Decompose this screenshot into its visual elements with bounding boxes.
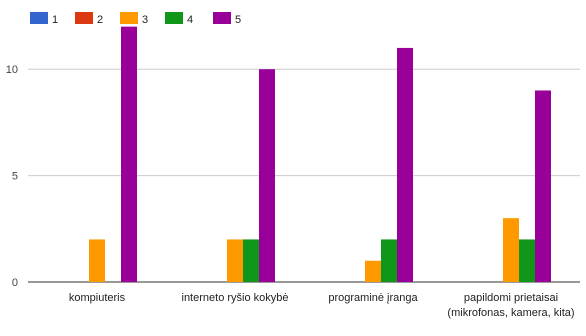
legend-swatch-4 <box>165 12 183 24</box>
y-axis: 0 5 10 <box>6 64 18 289</box>
x-category-label: interneto ryšio kokybė <box>182 292 289 304</box>
x-category-label: papildomi prietaisai <box>464 292 558 304</box>
legend-label-2: 2 <box>97 14 103 26</box>
y-tick-label: 0 <box>12 277 18 289</box>
x-category-label: kompiuteris <box>69 292 126 304</box>
bar-series-4-cat-2 <box>381 239 397 282</box>
x-category-label: programinė įranga <box>328 292 418 304</box>
bars <box>89 26 551 282</box>
legend: 1 2 3 4 5 <box>30 12 241 26</box>
x-category-label: (mikrofonas, kamera, kita) <box>447 307 574 319</box>
legend-label-3: 3 <box>142 14 148 26</box>
bar-series-4-cat-3 <box>519 239 535 282</box>
bar-series-5-cat-2 <box>397 47 413 282</box>
bar-series-4-cat-1 <box>243 239 259 282</box>
bar-series-3-cat-3 <box>503 218 519 282</box>
y-tick-label: 10 <box>6 64 18 76</box>
legend-label-5: 5 <box>235 14 241 26</box>
bar-series-3-cat-0 <box>89 239 105 282</box>
legend-swatch-3 <box>120 12 138 24</box>
gridlines <box>28 68 580 283</box>
bar-series-3-cat-1 <box>227 239 243 282</box>
legend-swatch-2 <box>75 12 93 24</box>
bar-series-5-cat-3 <box>535 90 551 282</box>
legend-swatch-1 <box>30 12 48 24</box>
legend-label-1: 1 <box>52 14 58 26</box>
legend-swatch-5 <box>213 12 231 24</box>
bar-series-3-cat-2 <box>365 260 381 282</box>
x-axis: kompiuteris interneto ryšio kokybė program… <box>69 292 575 319</box>
y-tick-label: 5 <box>12 171 18 183</box>
legend-label-4: 4 <box>187 14 193 26</box>
bar-series-5-cat-0 <box>121 26 137 282</box>
bar-series-5-cat-1 <box>259 69 275 282</box>
